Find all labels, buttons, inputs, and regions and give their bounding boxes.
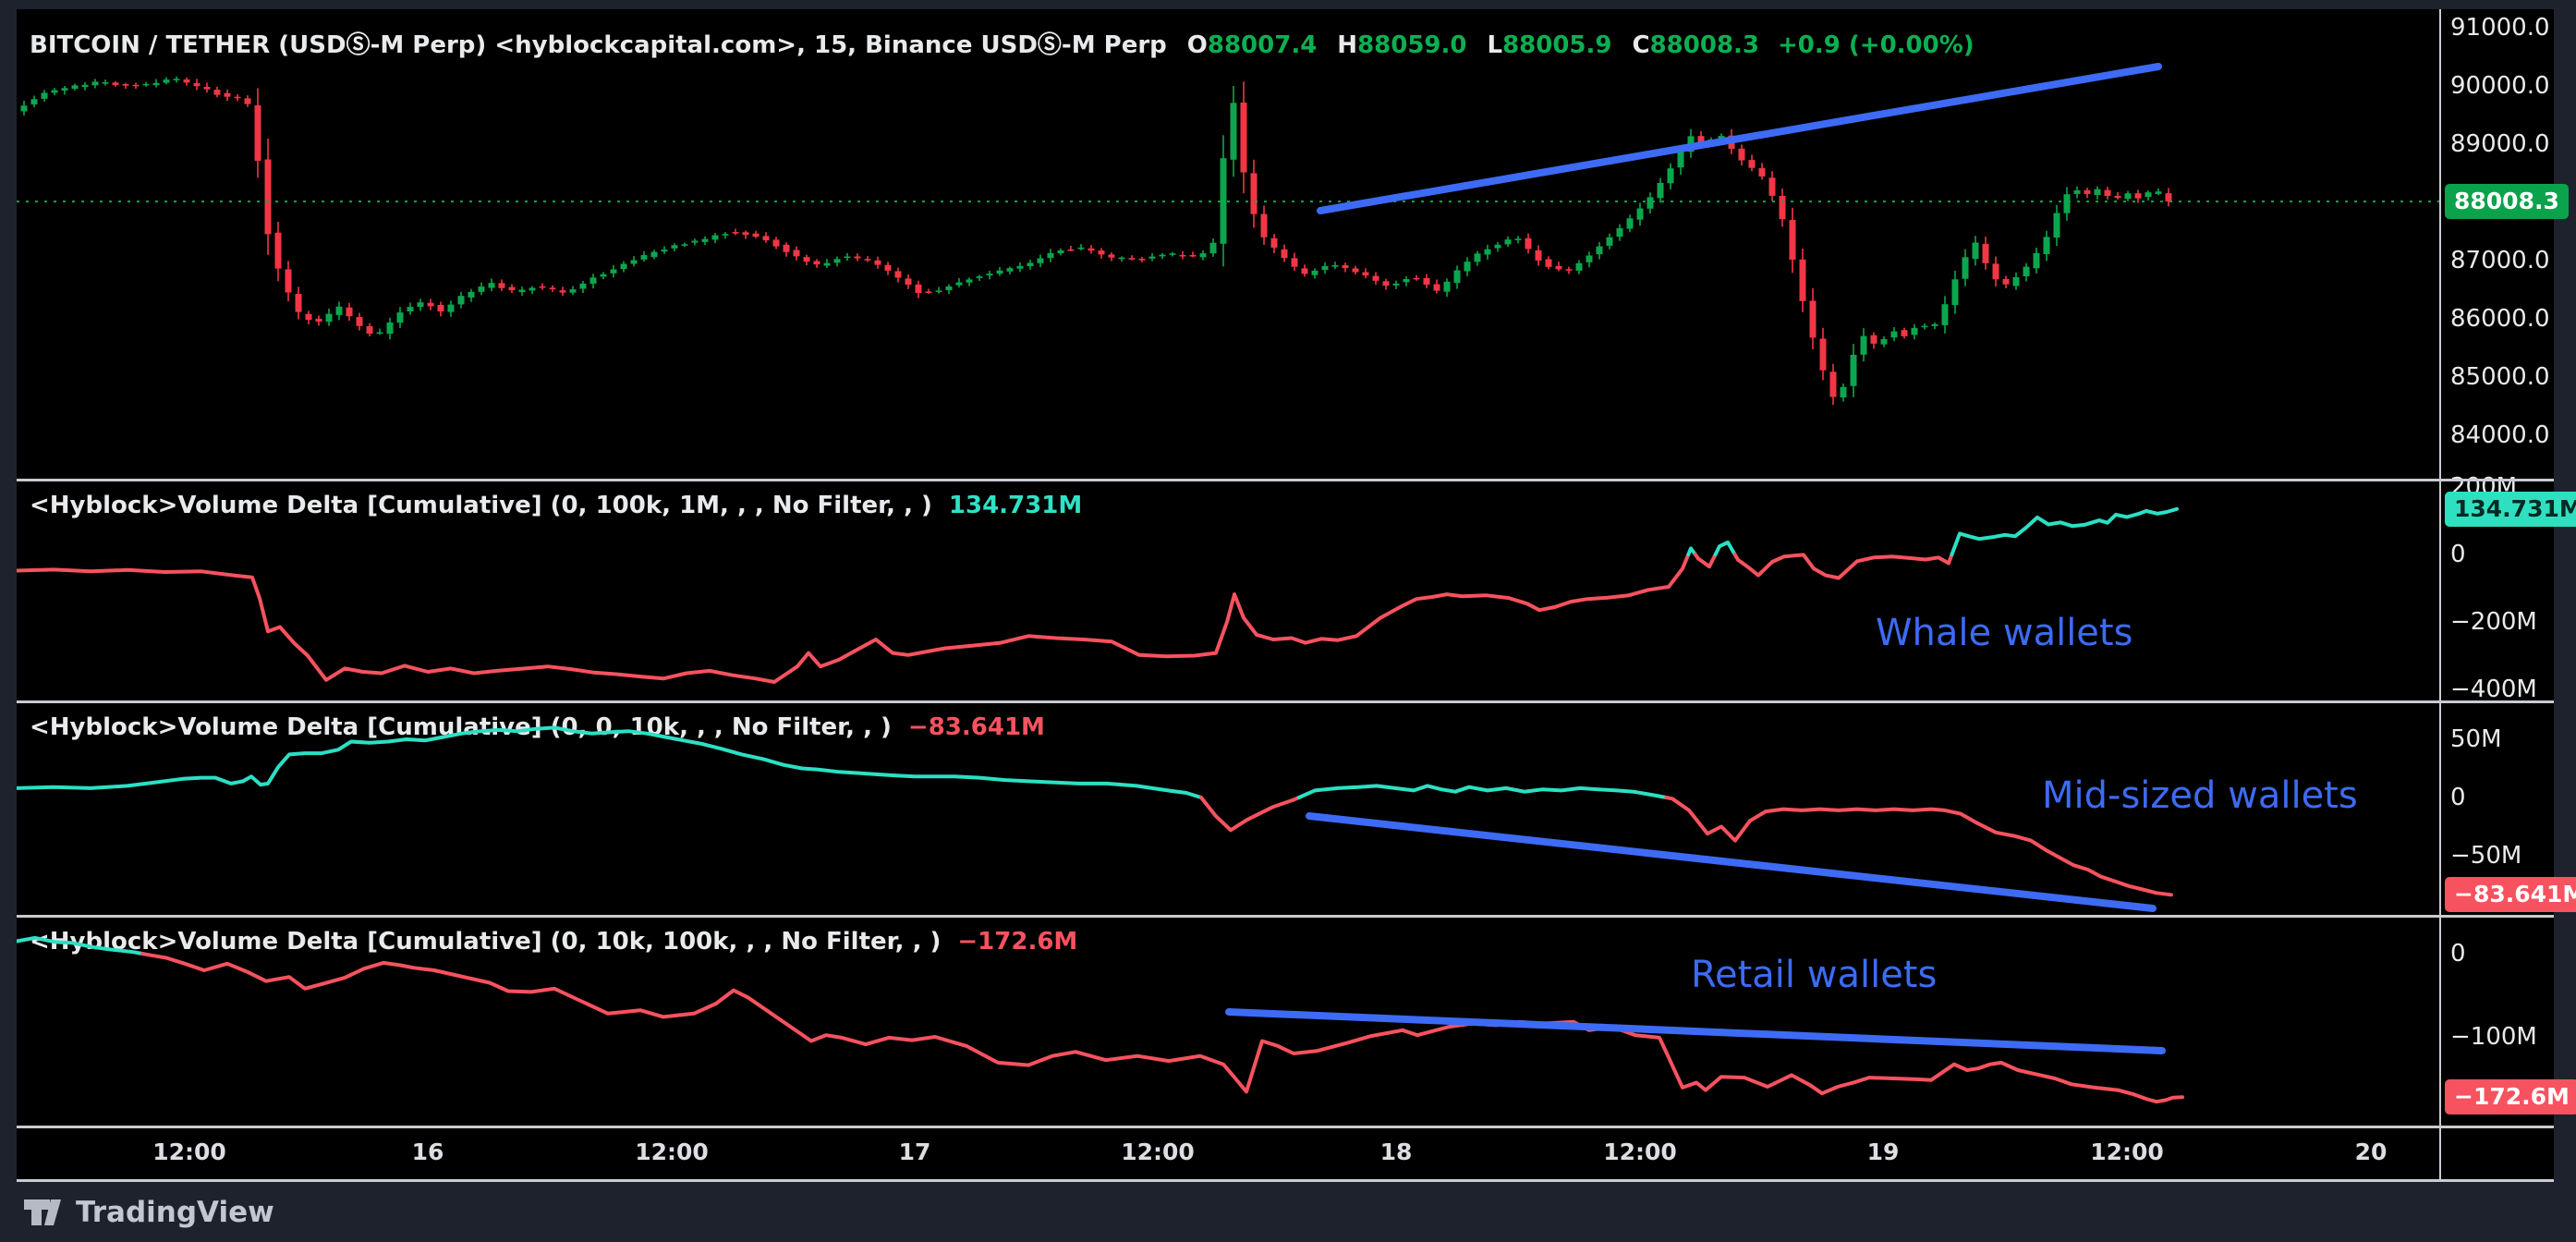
time-axis[interactable]: 12:00 16 12:00 17 12:00 18 12:00 19 12:00 20 <box>17 1126 2439 1179</box>
high-label: H <box>1337 31 1358 59</box>
midsize-wallets-annotation[interactable]: Mid-sized wallets <box>2042 774 2358 817</box>
volume-delta-line <box>1713 540 1737 556</box>
time-tick-label: 18 <box>1379 1138 1413 1165</box>
midsize-indicator-title: <Hyblock>Volume Delta [Cumulative] (0, 0… <box>30 713 892 741</box>
indicator-value-badge: −83.641M <box>2445 877 2576 912</box>
volume-delta-line <box>140 952 2184 1104</box>
whale-wallets-annotation[interactable]: Whale wallets <box>1876 612 2133 654</box>
symbol-legend[interactable]: BITCOIN / TETHER (USDⓈ-M Perp) <hyblockc… <box>30 26 1975 60</box>
volume-delta-line <box>17 935 144 956</box>
low-label: L <box>1487 31 1503 59</box>
retail-indicator-value: −172.6M <box>957 928 1078 956</box>
volume-delta-line <box>17 553 1691 684</box>
volume-delta-line <box>1686 546 1697 556</box>
price-tick-label: 85000.0 <box>2450 363 2550 391</box>
price-tick-label: 90000.0 <box>2450 72 2550 100</box>
indicator-tick-label: −100M <box>2450 1023 2537 1051</box>
pane-separator[interactable] <box>17 479 2554 481</box>
price-tick-label: 91000.0 <box>2450 14 2550 42</box>
chart-bottom-border <box>17 1179 2554 1182</box>
whale-volume-delta-pane <box>17 506 2179 684</box>
last-price-badge: 88008.3 <box>2445 184 2569 219</box>
open-label: O <box>1186 31 1208 59</box>
change-value: +0.9 (+0.00%) <box>1778 31 1975 59</box>
retail-indicator-legend[interactable]: <Hyblock>Volume Delta [Cumulative] (0, 1… <box>30 928 1077 956</box>
open-value: 88007.4 <box>1207 31 1318 59</box>
volume-delta-line <box>1296 784 1669 799</box>
indicator-tick-label: 0 <box>2450 940 2466 968</box>
indicator-tick-label: −200M <box>2450 608 2537 636</box>
high-value: 88059.0 <box>1357 31 1467 59</box>
chart-canvas[interactable]: BITCOIN / TETHER (USDⓈ-M Perp) <hyblockc… <box>17 9 2439 1179</box>
pane-separator[interactable] <box>17 915 2554 918</box>
volume-delta-line <box>17 725 1203 799</box>
indicator-value-badge: −172.6M <box>2445 1079 2576 1114</box>
volume-delta-line <box>1732 553 1954 580</box>
volume-delta-line <box>1950 506 2179 556</box>
pane-separator[interactable] <box>17 700 2554 703</box>
close-value: 88008.3 <box>1649 31 1759 59</box>
retail-indicator-title: <Hyblock>Volume Delta [Cumulative] (0, 1… <box>30 928 942 956</box>
time-tick-label: 20 <box>2354 1138 2388 1165</box>
price-axis-column[interactable]: 91000.0 90000.0 89000.0 87000.0 86000.0 85000… <box>2441 9 2576 1179</box>
midsize-indicator-value: −83.641M <box>907 713 1045 741</box>
time-tick-label: 17 <box>898 1138 931 1165</box>
indicator-tick-label: 0 <box>2450 541 2466 568</box>
time-tick-label: 19 <box>1866 1138 1900 1165</box>
tradingview-logo-text[interactable]: TradingView <box>76 1196 274 1229</box>
price-tick-label: 89000.0 <box>2450 130 2550 158</box>
time-tick-label: 12:00 <box>1121 1138 1195 1165</box>
indicator-tick-label: −50M <box>2450 842 2522 870</box>
low-value: 88005.9 <box>1502 31 1612 59</box>
price-tick-label: 86000.0 <box>2450 305 2550 333</box>
indicator-tick-label: −400M <box>2450 676 2537 703</box>
time-tick-label: 12:00 <box>2090 1138 2164 1165</box>
time-tick-label: 16 <box>411 1138 444 1165</box>
symbol-title: BITCOIN / TETHER (USDⓈ-M Perp) <hyblockc… <box>30 31 1167 59</box>
time-tick-label: 12:00 <box>635 1138 709 1165</box>
time-tick-label: 12:00 <box>1603 1138 1677 1165</box>
price-tick-label: 84000.0 <box>2450 421 2550 449</box>
price-tick-label: 87000.0 <box>2450 247 2550 274</box>
price-pane <box>17 76 2439 406</box>
price-axis-border <box>2439 9 2441 1179</box>
whale-indicator-title: <Hyblock>Volume Delta [Cumulative] (0, 1… <box>30 492 932 519</box>
indicator-tick-label: 50M <box>2450 725 2502 753</box>
whale-indicator-legend[interactable]: <Hyblock>Volume Delta [Cumulative] (0, 1… <box>30 492 1082 519</box>
candles-layer <box>20 76 2172 406</box>
volume-delta-line <box>1199 796 1301 833</box>
close-label: C <box>1632 31 1650 59</box>
retail-volume-delta-pane <box>17 935 2184 1104</box>
tradingview-logo-icon[interactable] <box>22 1194 63 1231</box>
time-tick-label: 12:00 <box>152 1138 226 1165</box>
time-axis-separator <box>17 1126 2554 1128</box>
volume-delta-line <box>1693 553 1718 569</box>
footer: TradingView <box>22 1188 274 1236</box>
indicator-tick-label: 0 <box>2450 784 2466 811</box>
retail-wallets-annotation[interactable]: Retail wallets <box>1691 954 1938 996</box>
midsize-indicator-legend[interactable]: <Hyblock>Volume Delta [Cumulative] (0, 0… <box>30 713 1045 741</box>
whale-indicator-value: 134.731M <box>948 492 1083 519</box>
indicator-value-badge: 134.731M <box>2445 492 2576 527</box>
